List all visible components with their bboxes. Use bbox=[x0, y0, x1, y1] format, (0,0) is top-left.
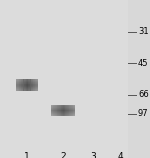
FancyBboxPatch shape bbox=[16, 88, 38, 89]
FancyBboxPatch shape bbox=[28, 79, 29, 91]
FancyBboxPatch shape bbox=[24, 79, 25, 91]
FancyBboxPatch shape bbox=[58, 106, 59, 116]
FancyBboxPatch shape bbox=[65, 106, 66, 116]
Text: 2: 2 bbox=[60, 152, 66, 158]
FancyBboxPatch shape bbox=[29, 79, 30, 91]
FancyBboxPatch shape bbox=[16, 79, 17, 91]
FancyBboxPatch shape bbox=[51, 106, 52, 116]
FancyBboxPatch shape bbox=[26, 79, 27, 91]
FancyBboxPatch shape bbox=[70, 106, 71, 116]
FancyBboxPatch shape bbox=[16, 85, 38, 86]
FancyBboxPatch shape bbox=[54, 106, 55, 116]
FancyBboxPatch shape bbox=[0, 0, 128, 158]
FancyBboxPatch shape bbox=[31, 79, 32, 91]
Text: 97: 97 bbox=[138, 109, 149, 118]
FancyBboxPatch shape bbox=[51, 108, 75, 109]
FancyBboxPatch shape bbox=[51, 111, 75, 112]
FancyBboxPatch shape bbox=[20, 79, 21, 91]
FancyBboxPatch shape bbox=[19, 79, 20, 91]
FancyBboxPatch shape bbox=[55, 106, 56, 116]
FancyBboxPatch shape bbox=[16, 86, 38, 87]
FancyBboxPatch shape bbox=[62, 106, 63, 116]
FancyBboxPatch shape bbox=[66, 106, 67, 116]
FancyBboxPatch shape bbox=[16, 83, 38, 84]
FancyBboxPatch shape bbox=[51, 106, 75, 107]
FancyBboxPatch shape bbox=[33, 79, 34, 91]
FancyBboxPatch shape bbox=[16, 81, 38, 82]
FancyBboxPatch shape bbox=[71, 106, 72, 116]
FancyBboxPatch shape bbox=[63, 106, 64, 116]
FancyBboxPatch shape bbox=[23, 79, 24, 91]
FancyBboxPatch shape bbox=[32, 79, 33, 91]
FancyBboxPatch shape bbox=[64, 106, 65, 116]
Text: 66: 66 bbox=[138, 90, 149, 99]
FancyBboxPatch shape bbox=[21, 79, 22, 91]
FancyBboxPatch shape bbox=[16, 89, 38, 90]
FancyBboxPatch shape bbox=[16, 80, 38, 81]
FancyBboxPatch shape bbox=[56, 106, 57, 116]
Text: 4: 4 bbox=[117, 152, 123, 158]
FancyBboxPatch shape bbox=[74, 106, 75, 116]
FancyBboxPatch shape bbox=[51, 107, 75, 108]
FancyBboxPatch shape bbox=[16, 87, 38, 88]
FancyBboxPatch shape bbox=[51, 109, 75, 110]
FancyBboxPatch shape bbox=[69, 106, 70, 116]
FancyBboxPatch shape bbox=[60, 106, 61, 116]
FancyBboxPatch shape bbox=[25, 79, 26, 91]
FancyBboxPatch shape bbox=[16, 82, 38, 83]
FancyBboxPatch shape bbox=[37, 79, 38, 91]
FancyBboxPatch shape bbox=[30, 79, 31, 91]
FancyBboxPatch shape bbox=[68, 106, 69, 116]
FancyBboxPatch shape bbox=[61, 106, 62, 116]
FancyBboxPatch shape bbox=[51, 113, 75, 114]
FancyBboxPatch shape bbox=[36, 79, 37, 91]
Text: 3: 3 bbox=[90, 152, 96, 158]
FancyBboxPatch shape bbox=[57, 106, 58, 116]
FancyBboxPatch shape bbox=[22, 79, 23, 91]
FancyBboxPatch shape bbox=[51, 112, 75, 113]
FancyBboxPatch shape bbox=[16, 84, 38, 85]
Text: 45: 45 bbox=[138, 59, 148, 68]
FancyBboxPatch shape bbox=[59, 106, 60, 116]
FancyBboxPatch shape bbox=[52, 106, 53, 116]
FancyBboxPatch shape bbox=[34, 79, 35, 91]
FancyBboxPatch shape bbox=[17, 79, 18, 91]
FancyBboxPatch shape bbox=[35, 79, 36, 91]
FancyBboxPatch shape bbox=[16, 79, 38, 80]
FancyBboxPatch shape bbox=[51, 115, 75, 116]
FancyBboxPatch shape bbox=[51, 114, 75, 115]
FancyBboxPatch shape bbox=[67, 106, 68, 116]
FancyBboxPatch shape bbox=[18, 79, 19, 91]
FancyBboxPatch shape bbox=[53, 106, 54, 116]
FancyBboxPatch shape bbox=[16, 90, 38, 91]
FancyBboxPatch shape bbox=[27, 79, 28, 91]
FancyBboxPatch shape bbox=[72, 106, 73, 116]
FancyBboxPatch shape bbox=[73, 106, 74, 116]
FancyBboxPatch shape bbox=[51, 110, 75, 111]
Text: 31: 31 bbox=[138, 27, 149, 36]
Text: 1: 1 bbox=[24, 152, 30, 158]
